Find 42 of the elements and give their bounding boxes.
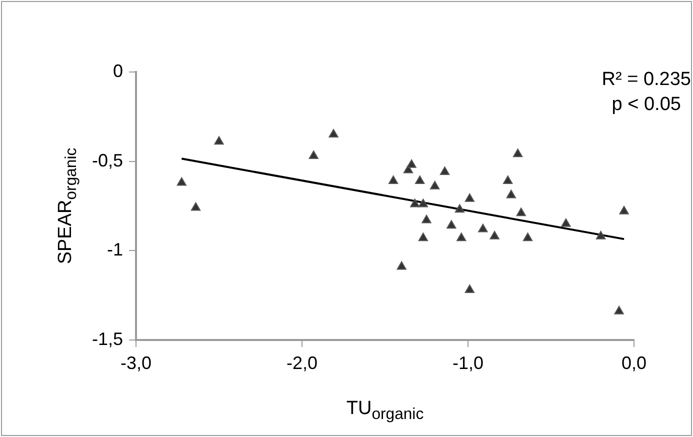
y-tick-label: -1 <box>106 240 123 260</box>
point <box>308 150 318 159</box>
point <box>596 230 606 240</box>
point <box>614 306 624 314</box>
point <box>464 284 474 293</box>
point <box>456 232 466 242</box>
point <box>422 214 432 224</box>
point <box>454 204 465 213</box>
point <box>561 218 571 227</box>
x-tick-label: -3,0 <box>120 352 152 373</box>
point <box>522 232 533 242</box>
point <box>464 193 474 202</box>
point <box>506 190 516 198</box>
point <box>430 180 440 190</box>
x-tick-label: 0,0 <box>621 352 647 373</box>
point <box>418 232 428 242</box>
x-tick-label: -1,0 <box>452 352 484 373</box>
y-tick-label: 0 <box>112 60 123 81</box>
point <box>446 220 456 229</box>
point <box>406 159 416 168</box>
point <box>328 129 338 138</box>
point <box>388 175 398 184</box>
x-tick-label: -2,0 <box>286 352 318 373</box>
point <box>512 148 523 158</box>
point <box>396 261 406 270</box>
point <box>619 206 629 214</box>
point <box>440 166 450 176</box>
point <box>490 230 500 240</box>
point <box>190 202 201 211</box>
point <box>410 198 420 208</box>
annotation: R² = 0.235 <box>602 68 691 92</box>
x-axis-title: TU$_{organic}$ <box>346 398 424 424</box>
point <box>478 224 488 232</box>
point <box>176 177 186 186</box>
annotation: p < 0.05 <box>610 93 682 117</box>
point <box>418 198 428 208</box>
point <box>516 208 526 216</box>
y-tick-label: -0,5 <box>92 150 123 170</box>
y-tick-label: -1,5 <box>92 328 123 349</box>
point <box>214 136 224 145</box>
point <box>503 175 513 184</box>
point <box>415 175 425 184</box>
